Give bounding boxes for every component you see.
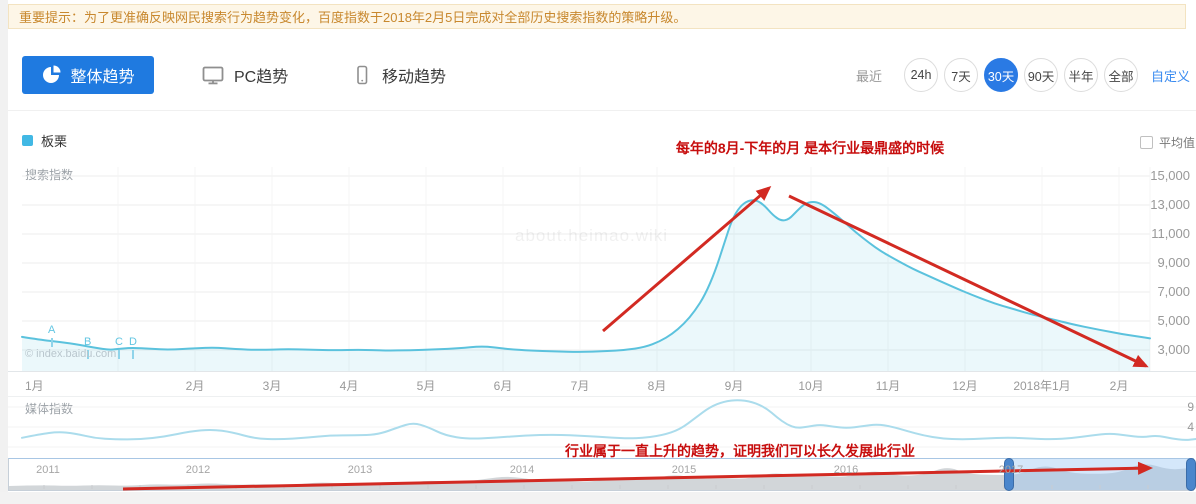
y-tick-label: 9,000	[1157, 255, 1190, 270]
y-tick-label: 5,000	[1157, 313, 1190, 328]
x-tick-label: 12月	[952, 379, 978, 393]
mobile-icon	[357, 65, 368, 85]
timeline-year-2016: 2016	[833, 464, 859, 476]
page-left-gutter	[0, 0, 8, 504]
monitor-icon	[202, 66, 224, 85]
y-tick-label: 13,000	[1150, 197, 1190, 212]
range-option-全部[interactable]: 全部	[1104, 58, 1139, 92]
y-tick-label: 15,000	[1150, 168, 1190, 183]
y-tick-label: 7,000	[1157, 284, 1190, 299]
timeline-year-2013: 2013	[347, 464, 373, 476]
legend-keyword-label: 板栗	[41, 134, 68, 149]
section-divider	[8, 396, 1196, 397]
tab-pc-trend[interactable]: PC趋势	[202, 62, 288, 88]
range-option-7天[interactable]: 7天	[944, 58, 979, 92]
legend-keyword-chip[interactable]: 板栗	[22, 131, 67, 150]
average-checkbox[interactable]	[1140, 136, 1153, 149]
range-option-半年[interactable]: 半年	[1064, 58, 1099, 92]
x-tick-label: 9月	[724, 379, 744, 393]
media-index-label: 媒体指数	[25, 402, 74, 416]
tab-overall-trend[interactable]: 整体趋势	[22, 56, 154, 94]
timeline-handle-right[interactable]	[1186, 458, 1196, 491]
x-tick-label: 1月	[25, 379, 44, 393]
custom-range-link[interactable]: 自定义	[1151, 68, 1191, 84]
header-divider	[8, 110, 1196, 111]
center-watermark: about.heimao.wiki	[515, 226, 669, 245]
news-marker-C[interactable]: C	[115, 336, 123, 348]
annotation-peak-note: 每年的8月-下年的月 是本行业最鼎盛的时候	[675, 140, 945, 156]
notice-text: 重要提示：为了更准确反映网民搜索行为趋势变化，百度指数于2018年2月5日完成对…	[19, 10, 687, 25]
x-tick-label: 8月	[647, 379, 667, 393]
range-option-90天[interactable]: 90天	[1024, 58, 1059, 92]
media-index-line	[21, 399, 1196, 441]
timeline-year-2011: 2011	[36, 464, 60, 476]
search-index-chart[interactable]	[0, 163, 1196, 373]
timeline-year-2014: 2014	[509, 464, 535, 476]
timeline-year-2012: 2012	[185, 464, 211, 476]
time-range-picker: 最近 24h 7天 30天 90天 半年 全部 自定义	[856, 57, 1190, 93]
average-value-control: 平均值	[1140, 134, 1195, 151]
media-index-chart[interactable]	[0, 398, 1196, 456]
x-tick-label: 11月	[875, 379, 901, 393]
x-tick-label: 4月	[339, 379, 359, 393]
timeline-year-2015: 2015	[671, 464, 697, 476]
average-label: 平均值	[1159, 136, 1196, 150]
news-marker-B[interactable]: B	[84, 336, 92, 348]
range-option-24h[interactable]: 24h	[904, 58, 939, 92]
corner-watermark: © index.baidu.com	[25, 348, 117, 360]
range-prefix-label: 最近	[856, 68, 883, 84]
x-tick-label: 2月	[185, 379, 205, 393]
tab-label: 整体趋势	[70, 69, 135, 86]
x-tick-label: 2月	[1109, 379, 1129, 393]
x-tick-label: 3月	[262, 379, 282, 393]
media-y-tick-label: 4	[1187, 420, 1194, 434]
page-footer-strip	[0, 492, 1196, 504]
y-tick-label: 11,000	[1151, 226, 1190, 241]
y-tick-label: 3,000	[1157, 342, 1190, 357]
annotation-trend-note: 行业属于一直上升的趋势，证明我们可以长久发展此行业	[565, 443, 915, 459]
x-tick-label: 7月	[570, 379, 590, 393]
notice-banner: 重要提示：为了更准确反映网民搜索行为趋势变化，百度指数于2018年2月5日完成对…	[8, 4, 1186, 29]
tab-label: 移动趋势	[382, 69, 447, 86]
news-marker-A[interactable]: A	[48, 324, 56, 336]
search-index-label: 搜索指数	[25, 168, 74, 182]
x-tick-label: 6月	[493, 379, 513, 393]
tab-mobile-trend[interactable]: 移动趋势	[352, 62, 446, 88]
legend-swatch-icon	[22, 135, 33, 146]
tab-label: PC趋势	[234, 69, 289, 86]
news-marker-D[interactable]: D	[129, 336, 137, 348]
pie-chart-icon	[43, 65, 61, 83]
x-tick-label: 10月	[798, 379, 824, 393]
range-option-30天[interactable]: 30天	[984, 58, 1019, 92]
x-axis-line	[8, 371, 1196, 372]
media-y-tick-label: 9	[1187, 400, 1194, 414]
x-tick-label: 5月	[416, 379, 436, 393]
x-tick-label: 2018年1月	[1013, 379, 1071, 393]
timeline-year-2017: 2017	[998, 464, 1024, 476]
